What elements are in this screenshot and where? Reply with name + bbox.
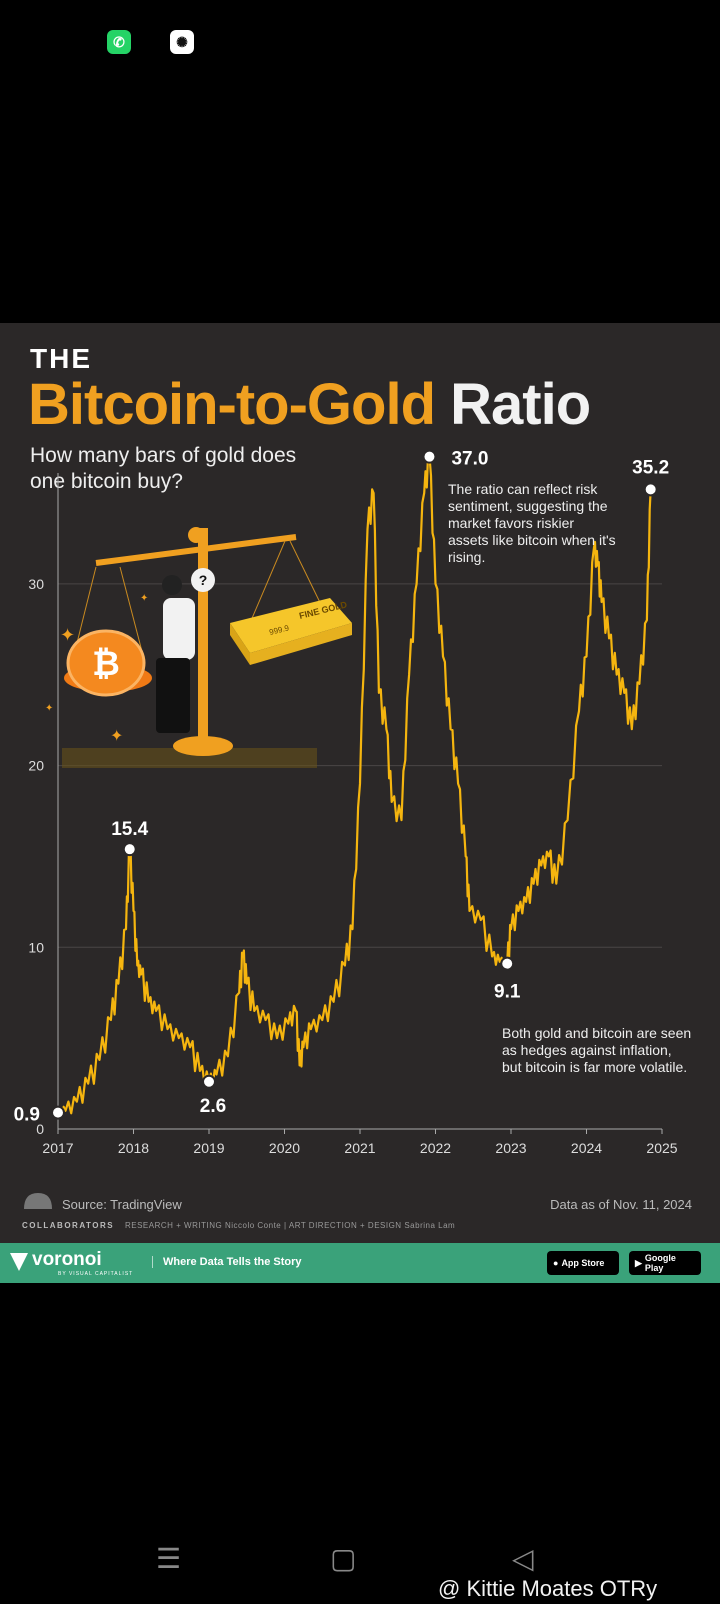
annotation-marker bbox=[422, 449, 437, 464]
person-head bbox=[162, 575, 182, 595]
person-pants bbox=[156, 658, 190, 733]
sparkle-icon: ✦ bbox=[140, 593, 148, 604]
annotation-marker bbox=[643, 482, 658, 497]
art-name: Sabrina Lam bbox=[404, 1221, 456, 1230]
sparkle-icon: ✦ bbox=[110, 728, 123, 745]
chart-markers: 0.9 15.4 2.6 37.0 9.1 35.2 bbox=[14, 449, 670, 1126]
bitcoin-symbol-icon: ₿ bbox=[92, 644, 120, 684]
app-store-label: App Store bbox=[561, 1258, 605, 1268]
annotation-peak: The ratio can reflect risk sentiment, su… bbox=[448, 481, 616, 565]
brand-sub: BY VISUAL CAPITALIST bbox=[58, 1271, 134, 1277]
x-tick-label: 2024 bbox=[571, 1140, 602, 1156]
tagline: Where Data Tells the Story bbox=[152, 1256, 302, 1268]
question-mark-icon: ? bbox=[199, 572, 208, 588]
ratio-line-series bbox=[56, 451, 652, 1118]
status-bar: ✆ ✺ bbox=[0, 0, 720, 80]
research-name: Niccolo Conte bbox=[224, 1221, 282, 1230]
headline: Bitcoin-to-Gold Ratio bbox=[28, 371, 591, 438]
y-tick-label: 0 bbox=[36, 1121, 44, 1137]
y-tick-label: 30 bbox=[28, 576, 44, 592]
annotation-marker bbox=[122, 842, 137, 857]
annotation-value-label: 37.0 bbox=[451, 449, 488, 470]
research-label: RESEARCH + WRITING bbox=[124, 1221, 223, 1230]
x-tick-label: 2022 bbox=[420, 1140, 451, 1156]
scale-beam bbox=[95, 534, 297, 566]
headline-kicker: THE bbox=[30, 343, 92, 374]
y-tick-label: 20 bbox=[28, 758, 44, 774]
brand-footer: voronoi BY VISUAL CAPITALIST Where Data … bbox=[0, 1243, 720, 1283]
gold-bar-front bbox=[250, 623, 352, 665]
collab-label: COLLABORATORS bbox=[22, 1221, 115, 1230]
x-tick-label: 2023 bbox=[495, 1140, 526, 1156]
watermark: @ Kittie Moates OTRy bbox=[438, 1576, 658, 1601]
scale-pivot bbox=[188, 527, 204, 543]
bitcoin-coin-icon bbox=[66, 629, 146, 697]
chart-axes: 0 10 20 30 2017 2018 2019 2020 2021 2022 2023 2024 2… bbox=[28, 473, 678, 1156]
annotation-value-label: 15.4 bbox=[111, 819, 148, 840]
x-tick-label: 2025 bbox=[646, 1140, 677, 1156]
gold-bar-side bbox=[230, 623, 250, 665]
brand-name: voronoi bbox=[32, 1249, 102, 1270]
art-label: ART DIRECTION + DESIGN bbox=[288, 1221, 402, 1230]
google-play-label: Google Play bbox=[644, 1253, 676, 1273]
annotation-value-label: 35.2 bbox=[632, 457, 669, 478]
menu-icon[interactable]: ☰ bbox=[156, 1543, 182, 1574]
play-icon: ▶ bbox=[635, 1257, 642, 1268]
headline-white: Ratio bbox=[450, 372, 591, 437]
x-tick-label: 2018 bbox=[118, 1140, 149, 1156]
gold-bar-top bbox=[230, 598, 352, 653]
source-logo-icon bbox=[24, 1193, 52, 1209]
thought-bubble bbox=[191, 568, 215, 592]
chart: ₿ FINE GOLD 999.9 ? ✦ ✦ ✦ ✦ 0 10 20 30 2017 2… bbox=[14, 449, 678, 1156]
headline-gold: Bitcoin-to-Gold bbox=[28, 372, 436, 437]
annotation-low: Both gold and bitcoin are seen as hedges… bbox=[502, 1025, 692, 1075]
x-tick-label: 2017 bbox=[42, 1140, 73, 1156]
apple-icon: ● bbox=[553, 1258, 559, 1268]
scale-illustration: ₿ FINE GOLD 999.9 ? ✦ ✦ ✦ ✦ bbox=[45, 527, 352, 768]
illustration-shadow bbox=[62, 748, 317, 768]
app-store-button[interactable]: ● App Store bbox=[547, 1251, 619, 1275]
y-tick-label: 10 bbox=[28, 939, 44, 955]
collaborators: COLLABORATORS RESEARCH + WRITING Niccolo… bbox=[22, 1221, 456, 1230]
annotation-marker bbox=[51, 1105, 65, 1120]
scale-chain-right bbox=[249, 540, 286, 624]
data-as-of: Data as of Nov. 11, 2024 bbox=[550, 1197, 692, 1212]
nav-bar: ☰ ▢ ◁ bbox=[0, 1540, 720, 1580]
home-icon[interactable]: ▢ bbox=[330, 1543, 357, 1574]
annotation-value-label: 0.9 bbox=[14, 1105, 40, 1126]
back-icon[interactable]: ◁ bbox=[512, 1543, 534, 1574]
x-tick-label: 2020 bbox=[269, 1140, 300, 1156]
scale-chain-left2 bbox=[119, 566, 146, 664]
source-text: Source: TradingView bbox=[62, 1197, 182, 1212]
sparkle-icon: ✦ bbox=[60, 625, 75, 645]
whatsapp-icon[interactable]: ✆ bbox=[107, 30, 131, 54]
google-play-button[interactable]: ▶ Google Play bbox=[629, 1251, 701, 1275]
scale-pillar bbox=[198, 528, 208, 743]
x-tick-label: 2021 bbox=[344, 1140, 375, 1156]
infographic: THE Bitcoin-to-Gold Ratio How many bars … bbox=[0, 323, 720, 1283]
scale-base bbox=[173, 736, 233, 756]
subtitle: How many bars of gold does one bitcoin b… bbox=[30, 444, 297, 493]
voronoi-logo-icon bbox=[10, 1253, 28, 1271]
x-tick-label: 2019 bbox=[193, 1140, 224, 1156]
sparkle-icon: ✦ bbox=[45, 703, 53, 714]
chatgpt-icon[interactable]: ✺ bbox=[170, 30, 194, 54]
annotation-value-label: 9.1 bbox=[494, 982, 521, 1003]
annotation-value-label: 2.6 bbox=[200, 1096, 226, 1117]
person-shirt bbox=[163, 598, 195, 660]
annotation-marker bbox=[202, 1074, 216, 1089]
annotation-marker bbox=[500, 956, 515, 971]
